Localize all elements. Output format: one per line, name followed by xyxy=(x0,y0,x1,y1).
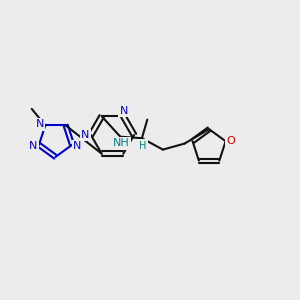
Text: H: H xyxy=(140,141,147,151)
Text: N: N xyxy=(120,106,128,116)
Text: O: O xyxy=(227,136,236,146)
Text: N: N xyxy=(36,119,44,129)
Text: N: N xyxy=(73,141,82,151)
Text: NH: NH xyxy=(113,138,130,148)
Text: N: N xyxy=(29,141,38,151)
Text: N: N xyxy=(81,130,90,140)
